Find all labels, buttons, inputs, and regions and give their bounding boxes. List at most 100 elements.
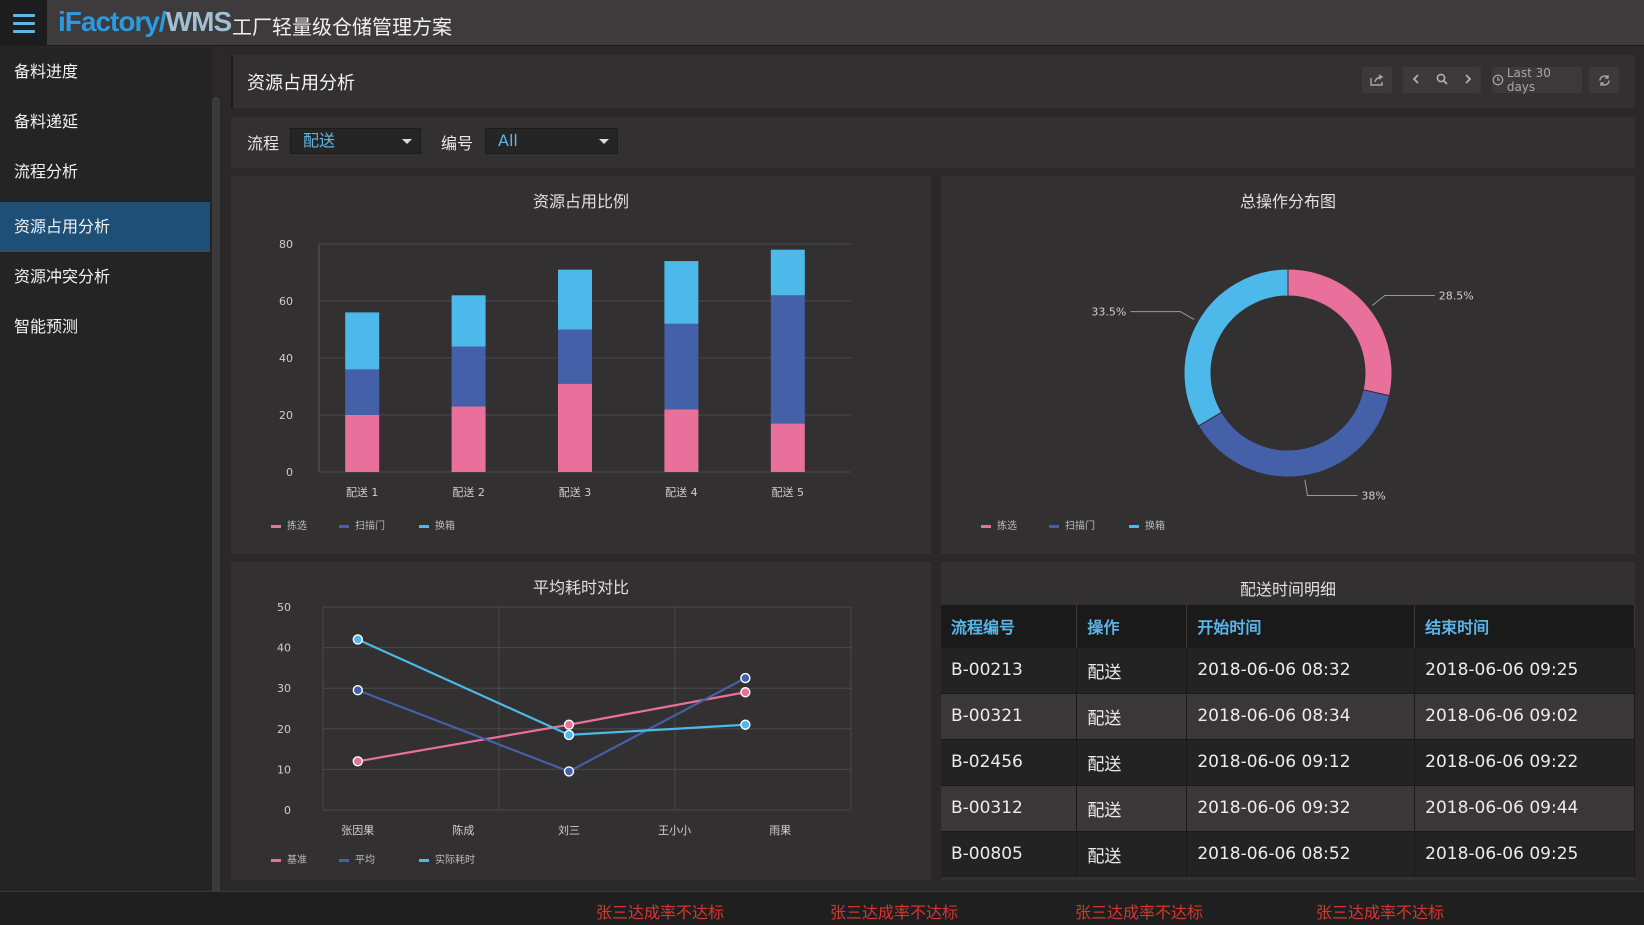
pie-slice	[1197, 389, 1391, 478]
x-tick-label: 王小小	[658, 824, 691, 837]
clock-icon	[1492, 74, 1504, 86]
alert-message: 张三达成率不达标	[830, 903, 959, 922]
pie-label-leader	[1304, 479, 1358, 496]
legend-swatch	[271, 525, 281, 528]
sidebar-item-resource-conflict[interactable]: 资源冲突分析	[14, 267, 111, 286]
brand-logo: iFactory/WMS	[58, 6, 232, 37]
pie-slice	[1183, 268, 1289, 427]
table-header-row: 流程编号 操作 开始时间 结束时间	[941, 605, 1635, 647]
table-title: 配送时间明细	[1239, 580, 1336, 599]
x-tick-label: 配送 4	[665, 485, 698, 499]
column-header[interactable]: 操作	[1076, 605, 1188, 647]
hamburger-menu-icon[interactable]	[0, 0, 47, 46]
legend-swatch	[419, 525, 429, 528]
legend-label: 平均	[355, 854, 375, 866]
sidebar-item-smart-forecast[interactable]: 智能预测	[14, 317, 79, 336]
data-point	[352, 634, 364, 645]
table-cell: 2018-06-06 09:32	[1186, 784, 1416, 831]
legend-swatch	[271, 859, 281, 862]
sidebar-scrollbar[interactable]	[212, 97, 220, 920]
delivery-detail-panel: 配送时间明细 流程编号 操作 开始时间 结束时间 B-00213 配送 2018…	[941, 562, 1635, 880]
chevron-left-icon[interactable]	[1403, 73, 1429, 87]
bar-segment	[770, 423, 805, 472]
sidebar-item-prep-delay[interactable]: 备料递延	[14, 112, 79, 131]
sidebar: 备料进度 备料递延 流程分析 资源占用分析 资源冲突分析 智能预测	[0, 47, 220, 920]
sidebar-item-process-analysis[interactable]: 流程分析	[14, 162, 79, 181]
table-cell: 2018-06-06 09:22	[1414, 738, 1635, 785]
bar-segment	[345, 415, 380, 472]
table-cell: B-02456	[941, 738, 1078, 785]
legend-swatch	[1049, 525, 1059, 528]
bar-segment	[664, 409, 699, 472]
share-icon[interactable]	[1362, 67, 1392, 93]
donut-chart: 28.5% 38% 33.5% 拣选 扫描门 换箱	[981, 268, 1474, 532]
page-header: 资源占用分析 Last 30 days	[231, 55, 1635, 108]
bar-segment	[558, 269, 592, 330]
x-tick-label: 陈成	[452, 823, 474, 837]
operation-distribution-panel: 总操作分布图 28.5% 38% 33.5% 拣选 扫描门 换箱	[941, 176, 1635, 554]
bar-segment	[451, 295, 486, 347]
x-tick-label: 张因果	[341, 824, 374, 837]
chart-title: 平均耗时对比	[532, 578, 629, 597]
legend-swatch	[981, 525, 991, 528]
bar-segment	[345, 369, 380, 415]
table-row[interactable]: B-02456 配送 2018-06-06 09:12 2018-06-06 0…	[941, 738, 1635, 785]
column-header[interactable]: 流程编号	[941, 605, 1078, 647]
alert-message: 张三达成率不达标	[1316, 903, 1445, 922]
bar-segment	[770, 249, 805, 296]
table-row[interactable]: B-00321 配送 2018-06-06 08:34 2018-06-06 0…	[941, 692, 1635, 739]
stacked-bar-chart: 0 20 40 60 80 配送 1 配送 2 配送 3 配送 4 配送 5 拣选 扫描门 换箱	[271, 238, 851, 532]
time-range-picker[interactable]: Last 30 days	[1492, 66, 1582, 94]
legend-swatch	[419, 859, 429, 862]
legend-label: 扫描门	[355, 519, 385, 532]
table-cell: 配送	[1076, 784, 1188, 831]
y-tick-label: 40	[277, 642, 291, 655]
bar-segment	[558, 383, 592, 472]
chevron-right-icon[interactable]	[1455, 73, 1481, 87]
table-cell: 2018-06-06 09:25	[1414, 830, 1635, 877]
sidebar-item-resource-usage[interactable]: 资源占用分析	[0, 202, 210, 252]
number-select[interactable]: All	[485, 128, 618, 154]
table-row[interactable]: B-00805 配送 2018-06-06 08:52 2018-06-06 0…	[941, 830, 1635, 877]
y-tick-label: 10	[277, 763, 291, 776]
table-cell: 2018-06-06 09:25	[1414, 646, 1635, 693]
chart-title: 资源占用比例	[532, 192, 629, 211]
table-cell: 配送	[1076, 646, 1188, 693]
pie-data-label: 38%	[1361, 489, 1385, 502]
time-range-label: Last 30 days	[1506, 66, 1551, 94]
delivery-detail-table: 流程编号 操作 开始时间 结束时间 B-00213 配送 2018-06-06 …	[941, 605, 1635, 877]
app-subtitle: 工厂轻量级仓储管理方案	[232, 15, 452, 39]
legend-label: 换箱	[435, 519, 455, 532]
y-tick-label: 30	[277, 682, 291, 695]
refresh-icon[interactable]	[1589, 67, 1619, 93]
sidebar-item-prep-progress[interactable]: 备料进度	[14, 62, 79, 81]
filter-bar: 流程 配送 编号 All	[231, 117, 1635, 168]
legend-swatch	[339, 525, 349, 528]
bar-segment	[451, 346, 486, 407]
table-row[interactable]: B-00312 配送 2018-06-06 09:32 2018-06-06 0…	[941, 784, 1635, 831]
x-tick-label: 雨果	[769, 824, 791, 837]
table-row[interactable]: B-00213 配送 2018-06-06 08:32 2018-06-06 0…	[941, 646, 1635, 693]
chart-title: 总操作分布图	[1239, 192, 1336, 211]
page-title: 资源占用分析	[247, 73, 355, 94]
chevron-down-icon	[599, 139, 609, 144]
column-header[interactable]: 开始时间	[1186, 605, 1416, 647]
table-cell: B-00312	[941, 784, 1078, 831]
legend-label: 基准	[287, 853, 307, 866]
data-point	[740, 687, 751, 698]
data-point	[563, 719, 575, 730]
pie-data-label: 28.5%	[1439, 289, 1474, 302]
y-tick-label: 0	[284, 804, 291, 817]
process-select[interactable]: 配送	[290, 128, 421, 154]
column-header[interactable]: 结束时间	[1414, 605, 1635, 647]
chevron-down-icon	[402, 139, 412, 144]
process-filter-label: 流程	[247, 134, 280, 153]
table-cell: 配送	[1076, 738, 1188, 785]
legend-label: 拣选	[997, 519, 1017, 532]
pie-data-label: 33.5%	[1091, 306, 1126, 319]
y-tick-label: 20	[279, 409, 293, 422]
resource-ratio-panel: 资源占用比例 0 20 40 60 80 配送 1 配送 2 配送 3 配送 4 配送 5 拣选 扫描…	[231, 176, 931, 554]
legend-swatch	[1129, 525, 1139, 528]
search-icon[interactable]	[1429, 73, 1455, 88]
